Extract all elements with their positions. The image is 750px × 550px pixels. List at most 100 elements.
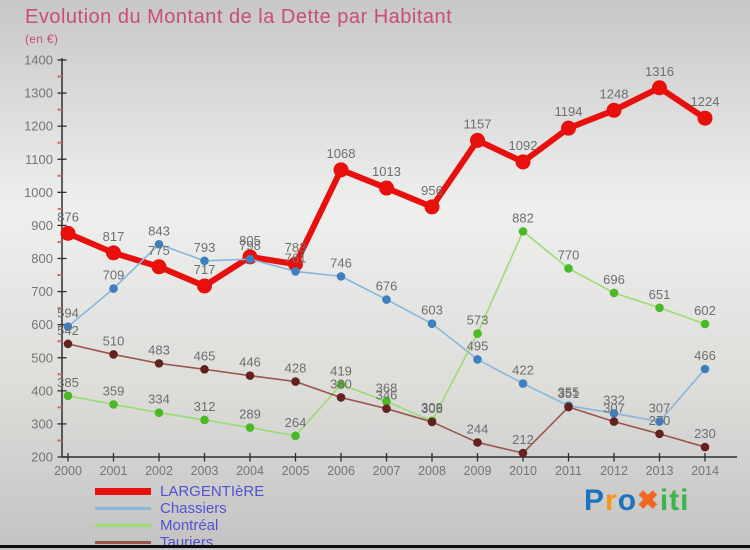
data-point — [245, 371, 255, 380]
data-point — [473, 355, 482, 364]
logo-letter: t — [669, 484, 681, 517]
value-label: 1013 — [372, 164, 401, 179]
y-tick-label: 500 — [31, 350, 53, 365]
value-labels: 876 817 775 717 805 783 1068 1013 956 1157 1092 119… — [57, 64, 719, 447]
value-label: 212 — [512, 432, 534, 447]
x-tick-label: 2008 — [418, 464, 446, 478]
legend-swatch-largentiere — [95, 488, 151, 495]
value-label: 385 — [57, 375, 79, 390]
y-tick-label: 400 — [31, 383, 53, 398]
x-tick-label: 2011 — [555, 464, 582, 478]
data-point — [473, 329, 482, 338]
value-label: 876 — [57, 209, 79, 224]
x-tick-label: 2002 — [145, 464, 173, 478]
value-label: 603 — [421, 303, 443, 318]
legend-item-chassiers: Chassiers — [95, 500, 264, 517]
value-label: 746 — [330, 255, 352, 270]
data-point — [63, 339, 73, 349]
data-point — [609, 417, 619, 426]
data-point — [151, 259, 167, 275]
data-point — [518, 448, 528, 458]
chart-header: Evolution du Montant de la Dette par Hab… — [25, 6, 452, 46]
data-point — [609, 409, 619, 418]
x-tick-label: 2001 — [100, 464, 128, 478]
legend-label: Montréal — [160, 517, 219, 534]
data-point — [288, 256, 303, 272]
data-point — [424, 199, 440, 215]
data-point — [697, 110, 713, 126]
value-label: 843 — [148, 223, 170, 238]
value-label: 419 — [330, 364, 352, 379]
value-label: 230 — [694, 426, 716, 441]
data-point — [63, 391, 73, 401]
data-point — [154, 408, 164, 417]
x-tick-label: 2005 — [282, 464, 310, 478]
value-label: 602 — [694, 303, 716, 318]
x-tick-label: 2000 — [54, 464, 82, 478]
logo-letter: o — [617, 484, 638, 517]
x-tick-label: 2012 — [600, 464, 628, 478]
value-label: 717 — [194, 262, 216, 277]
data-point — [518, 379, 528, 388]
y-tick-label: 1100 — [25, 152, 53, 167]
data-point — [245, 423, 255, 432]
data-point — [154, 359, 164, 368]
data-point — [291, 431, 300, 441]
legend-item-largentiere: LARGENTIèRE — [95, 483, 264, 500]
data-point — [200, 415, 209, 425]
x-tick-label: 2014 — [691, 464, 719, 478]
proxiti-logo: Pro✖iti — [584, 484, 690, 518]
y-tick-label: 600 — [31, 317, 53, 332]
data-point — [700, 364, 710, 374]
data-point — [700, 442, 710, 452]
series-chassiers — [63, 239, 710, 426]
x-tick-label: 2006 — [327, 464, 355, 478]
data-point — [470, 132, 485, 148]
axes: 200 300 400 500 600 700 800 900 1000 1100 1200 1300… — [24, 53, 737, 478]
data-point — [109, 400, 118, 409]
y-tick-label: 1300 — [24, 86, 53, 101]
legend-item-montreal: Montréal — [95, 517, 264, 534]
data-point — [606, 102, 622, 118]
y-tick-label: 700 — [31, 284, 53, 299]
value-label: 1092 — [509, 138, 538, 153]
data-point — [63, 322, 73, 331]
data-point — [336, 380, 346, 389]
value-label: 817 — [103, 229, 125, 244]
data-point — [382, 295, 391, 304]
value-label: 542 — [57, 323, 79, 338]
data-point — [515, 154, 531, 170]
value-label: 676 — [376, 279, 398, 294]
value-label: 696 — [603, 272, 625, 287]
data-point — [427, 319, 437, 328]
value-label: 346 — [376, 388, 398, 403]
value-label: 775 — [148, 243, 170, 258]
value-label: 1248 — [600, 86, 629, 101]
value-label: 270 — [649, 413, 671, 428]
value-label: 380 — [330, 376, 352, 391]
legend-swatch-tauriers — [95, 541, 151, 544]
data-point — [382, 397, 391, 406]
value-label: 307 — [603, 401, 625, 416]
legend: LARGENTIèRE Chassiers Montréal Tauriers — [95, 483, 264, 550]
legend-swatch-montreal — [95, 524, 151, 527]
data-point — [60, 225, 76, 241]
legend-label: LARGENTIèRE — [160, 483, 265, 500]
value-label: 1068 — [327, 146, 356, 161]
value-label: 368 — [376, 380, 398, 395]
data-point — [200, 365, 209, 374]
value-label: 651 — [649, 287, 671, 302]
x-tick-label: 2010 — [509, 464, 537, 478]
legend-label: Chassiers — [160, 500, 227, 517]
value-label: 783 — [285, 240, 307, 255]
y-tick-label: 300 — [31, 416, 53, 431]
data-point — [564, 402, 573, 412]
x-tick-label: 2007 — [373, 464, 401, 478]
value-label: 1316 — [645, 64, 674, 79]
value-label: 359 — [103, 383, 125, 398]
value-label: 264 — [285, 415, 307, 430]
value-label: 289 — [239, 407, 261, 422]
y-tick-label: 900 — [31, 218, 53, 233]
value-label: 307 — [649, 401, 671, 416]
value-label: 1224 — [691, 94, 720, 109]
